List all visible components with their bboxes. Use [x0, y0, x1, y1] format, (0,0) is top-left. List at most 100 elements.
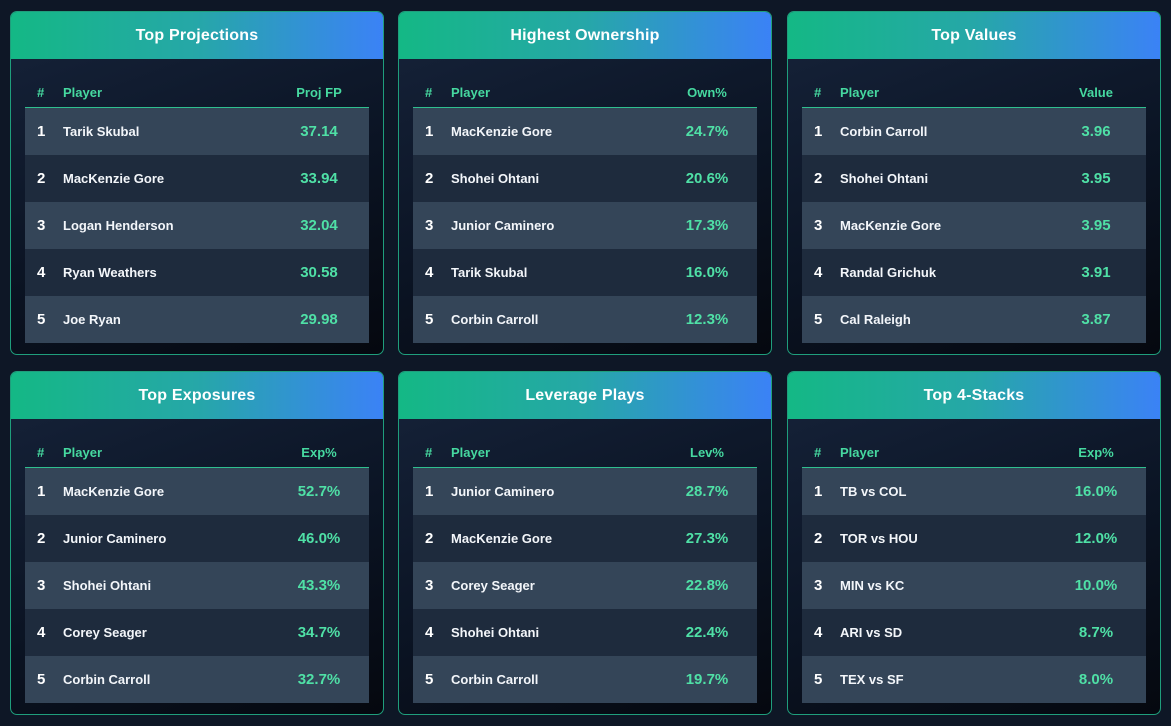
card-header: Leverage Plays: [399, 372, 771, 419]
table-row: 5 Joe Ryan 29.98: [25, 296, 369, 343]
table-row: 5 Corbin Carroll 19.7%: [413, 656, 757, 703]
table-row: 3 Corey Seager 22.8%: [413, 562, 757, 609]
row-value: 46.0%: [297, 530, 341, 547]
row-player-name: ARI vs SD: [840, 625, 903, 640]
card-title: Top Exposures: [138, 386, 256, 404]
row-player-name: TEX vs SF: [840, 672, 904, 687]
leverage-plays-card: Leverage Plays # Player Lev% 1 Junior Caminer…: [398, 371, 772, 715]
table-row: 3 MIN vs KC 10.0%: [802, 562, 1146, 609]
row-rank: 2: [425, 530, 434, 547]
row-rank: 3: [814, 217, 823, 234]
row-rank: 2: [37, 170, 46, 187]
row-value: 24.7%: [685, 123, 729, 140]
row-rank: 2: [37, 530, 46, 547]
top-values-card: Top Values # Player Value 1 Corbin Carroll 3.9…: [787, 11, 1161, 355]
row-rank: 1: [37, 483, 46, 500]
table-row: 2 MacKenzie Gore 33.94: [25, 155, 369, 202]
row-player-name: Shohei Ohtani: [63, 578, 152, 593]
row-value: 16.0%: [685, 264, 729, 281]
row-player-name: Junior Caminero: [63, 531, 167, 546]
player-column-header: Player: [451, 445, 491, 460]
row-value: 3.87: [1081, 311, 1111, 328]
row-rank: 1: [814, 123, 823, 140]
leaderboard-table: # Player Own% 1 MacKenzie Gore 24.7% 2 Shohei O…: [413, 78, 757, 343]
row-player-name: Tarik Skubal: [451, 265, 528, 280]
row-player-name: Corbin Carroll: [63, 672, 151, 687]
row-rank: 4: [37, 264, 46, 281]
player-column-header: Player: [840, 445, 880, 460]
table-row: 1 Junior Caminero 28.7%: [413, 468, 757, 515]
table-row: 1 MacKenzie Gore 24.7%: [413, 108, 757, 155]
table-row: 5 TEX vs SF 8.0%: [802, 656, 1146, 703]
table-header: # Player Exp%: [802, 438, 1146, 468]
row-player-name: TOR vs HOU: [840, 531, 918, 546]
row-rank: 5: [814, 311, 823, 328]
row-value: 28.7%: [685, 483, 729, 500]
row-player-name: Tarik Skubal: [63, 124, 140, 139]
row-value: 34.7%: [297, 624, 341, 641]
row-player-name: MacKenzie Gore: [63, 171, 165, 186]
table-row: 4 Shohei Ohtani 22.4%: [413, 609, 757, 656]
leaderboard-table: # Player Exp% 1 TB vs COL 16.0% 2 TOR vs HOU 12.…: [802, 438, 1146, 703]
table-row: 1 TB vs COL 16.0%: [802, 468, 1146, 515]
row-player-name: Corey Seager: [451, 578, 535, 593]
row-value: 3.91: [1081, 264, 1111, 281]
table-row: 2 Shohei Ohtani 20.6%: [413, 155, 757, 202]
card-title: Highest Ownership: [510, 26, 660, 44]
table-row: 1 MacKenzie Gore 52.7%: [25, 468, 369, 515]
table-header: # Player Value: [802, 78, 1146, 108]
row-player-name: MIN vs KC: [840, 578, 905, 593]
row-rank: 3: [814, 577, 823, 594]
value-column-header: Exp%: [1078, 445, 1114, 460]
row-rank: 5: [37, 671, 46, 688]
table-row: 5 Cal Raleigh 3.87: [802, 296, 1146, 343]
top-exposures-card: Top Exposures # Player Exp% 1 MacKenzie Gore 5…: [10, 371, 384, 715]
row-player-name: Shohei Ohtani: [840, 171, 929, 186]
card-title: Top Values: [931, 26, 1017, 44]
row-value: 22.4%: [685, 624, 729, 641]
card-header: Top 4-Stacks: [788, 372, 1160, 419]
row-rank: 5: [37, 311, 46, 328]
row-value: 37.14: [300, 123, 338, 140]
row-player-name: MacKenzie Gore: [451, 531, 553, 546]
player-column-header: Player: [63, 85, 103, 100]
row-player-name: Shohei Ohtani: [451, 171, 540, 186]
row-player-name: Junior Caminero: [451, 218, 555, 233]
card-header: Highest Ownership: [399, 12, 771, 59]
row-value: 3.96: [1081, 123, 1111, 140]
row-value: 8.7%: [1078, 624, 1114, 641]
table-row: 1 Tarik Skubal 37.14: [25, 108, 369, 155]
row-player-name: Shohei Ohtani: [451, 625, 540, 640]
row-rank: 3: [37, 577, 46, 594]
row-value: 3.95: [1081, 217, 1111, 234]
table-row: 3 Shohei Ohtani 43.3%: [25, 562, 369, 609]
row-rank: 4: [425, 264, 434, 281]
table-row: 5 Corbin Carroll 12.3%: [413, 296, 757, 343]
row-value: 32.04: [300, 217, 338, 234]
row-player-name: Junior Caminero: [451, 484, 555, 499]
top-4-stacks-card: Top 4-Stacks # Player Exp% 1 TB vs COL 16.0% 2 T…: [787, 371, 1161, 715]
row-rank: 1: [425, 483, 434, 500]
row-player-name: MacKenzie Gore: [451, 124, 553, 139]
table-header: # Player Proj FP: [25, 78, 369, 108]
card-title: Top 4-Stacks: [923, 386, 1025, 404]
top-projections-card: Top Projections # Player Proj FP 1 Tarik Skub…: [10, 11, 384, 355]
row-player-name: Joe Ryan: [63, 312, 121, 327]
row-value: 22.8%: [685, 577, 729, 594]
row-value: 29.98: [300, 311, 338, 328]
leaderboard-table: # Player Exp% 1 MacKenzie Gore 52.7% 2 Junior C…: [25, 438, 369, 703]
table-row: 4 Corey Seager 34.7%: [25, 609, 369, 656]
card-title: Leverage Plays: [525, 386, 645, 404]
table-header: # Player Exp%: [25, 438, 369, 468]
row-rank: 1: [425, 123, 434, 140]
row-player-name: Cal Raleigh: [840, 312, 911, 327]
highest-ownership-card: Highest Ownership # Player Own% 1 MacKenzie G…: [398, 11, 772, 355]
table-row: 4 Tarik Skubal 16.0%: [413, 249, 757, 296]
row-value: 16.0%: [1074, 483, 1118, 500]
row-rank: 3: [425, 577, 434, 594]
row-value: 20.6%: [685, 170, 729, 187]
row-rank: 4: [814, 624, 823, 641]
table-row: 4 Ryan Weathers 30.58: [25, 249, 369, 296]
row-value: 17.3%: [685, 217, 729, 234]
rank-column-header: #: [425, 445, 433, 460]
